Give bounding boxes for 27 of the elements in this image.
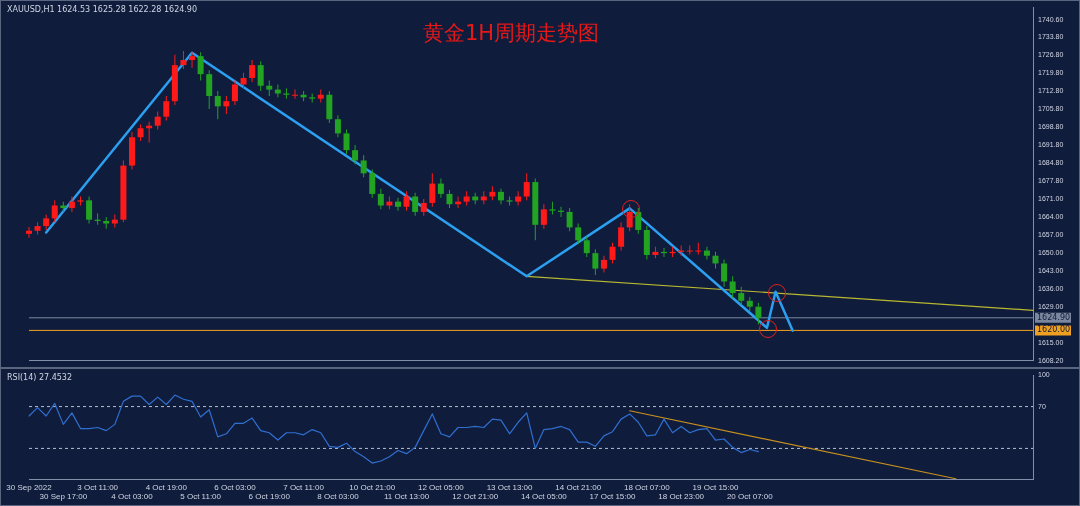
x-tick-label: 10 Oct 21:00 — [349, 482, 396, 492]
x-tick-label: 20 Oct 07:00 — [726, 492, 774, 502]
x-tick-label: 4 Oct 19:00 — [145, 482, 188, 492]
x-tick-label: 12 Oct 21:00 — [452, 492, 499, 502]
ref-line-label: 1624.90 — [1037, 312, 1071, 322]
x-tick-label: 8 Oct 03:00 — [317, 492, 360, 502]
x-tick-label: 14 Oct 21:00 — [555, 482, 602, 492]
x-tick-label: 18 Oct 07:00 — [623, 482, 671, 492]
x-tick-label: 5 Oct 11:00 — [180, 492, 222, 502]
x-tick-label: 11 Oct 13:00 — [383, 492, 430, 502]
ref-line-label: 1620.00 — [1037, 325, 1071, 335]
text: 黄金1H周期走势图 — [422, 20, 600, 47]
x-tick-label: 12 Oct 05:00 — [417, 482, 465, 492]
x-tick-label: 6 Oct 03:00 — [214, 482, 257, 492]
annotation: XAUUSD,H1 1624.53 1625.28 1622.28 1624.90 — [7, 5, 198, 14]
x-tick-label: 30 Sep 17:00 — [39, 492, 88, 502]
x-tick-label: 4 Oct 03:00 — [111, 492, 154, 502]
x-tick-label: 6 Oct 19:00 — [248, 492, 291, 502]
x-tick-label: 18 Oct 23:00 — [658, 492, 705, 502]
x-tick-label: 13 Oct 13:00 — [486, 482, 533, 492]
annotation: RSI(14) 27.4532 — [7, 373, 73, 382]
x-tick-label: 3 Oct 11:00 — [77, 482, 119, 492]
x-tick-label: 7 Oct 11:00 — [283, 482, 325, 492]
x-tick-label: 19 Oct 15:00 — [692, 482, 739, 492]
x-tick-label: 17 Oct 15:00 — [589, 492, 636, 502]
x-tick-label: 30 Sep 2022 — [6, 482, 53, 492]
x-tick-label: 14 Oct 05:00 — [520, 492, 568, 502]
